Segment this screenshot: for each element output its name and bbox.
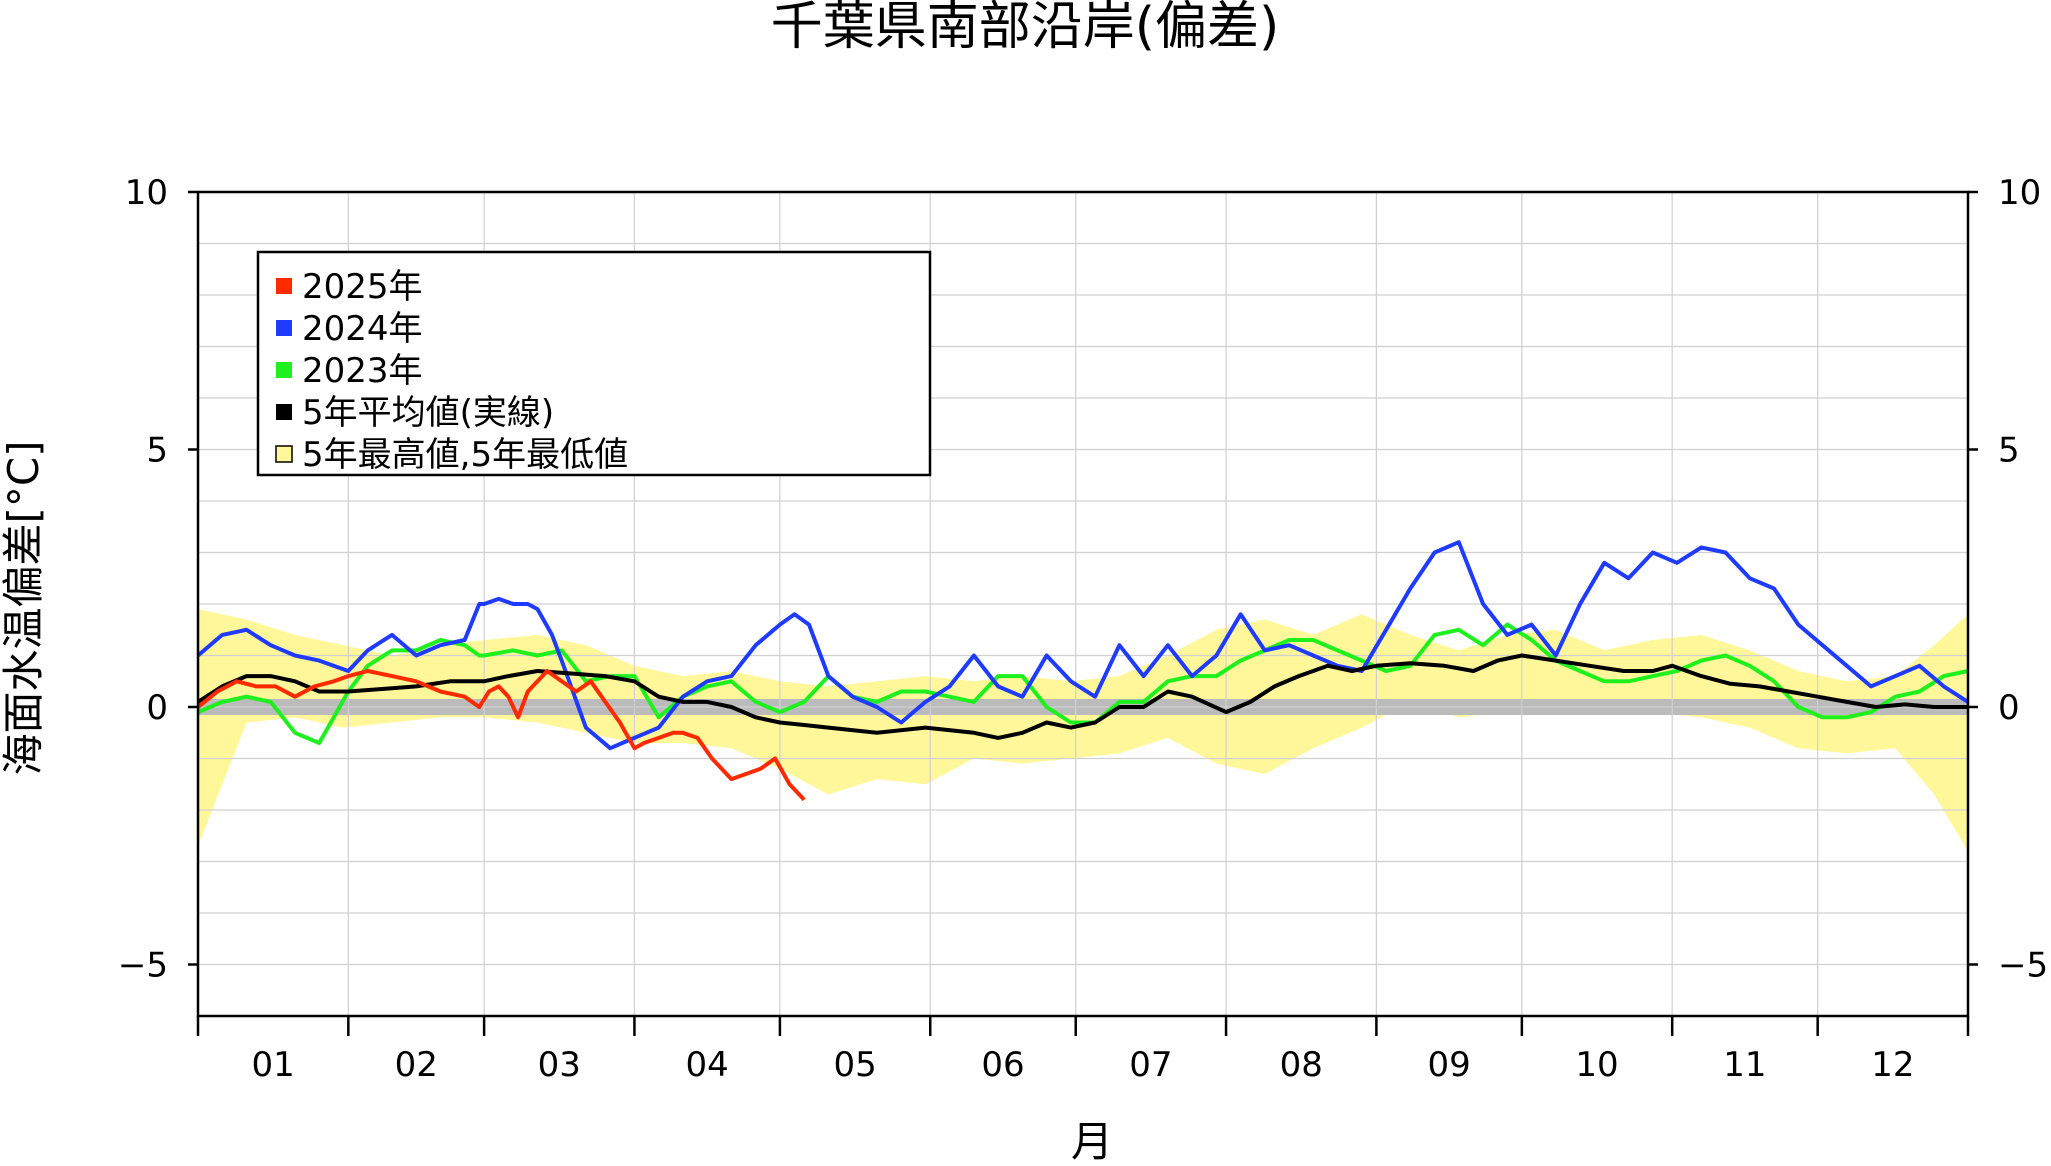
x-tick-label: 03 — [538, 1045, 581, 1085]
y-axis-label: 海面水温偏差[°C] — [0, 440, 48, 775]
series-line — [196, 669, 806, 802]
legend-label: 2024年 — [302, 309, 423, 349]
x-tick-label: 07 — [1129, 1045, 1172, 1085]
x-tick-label: 02 — [395, 1045, 438, 1085]
x-tick-label: 04 — [686, 1045, 729, 1085]
x-tick-label: 09 — [1427, 1045, 1470, 1085]
legend-label: 2023年 — [302, 351, 423, 391]
x-tick-label: 01 — [252, 1045, 295, 1085]
x-axis-label: 月 — [1071, 1117, 1113, 1166]
y-tick-label-right: 5 — [1998, 431, 2020, 471]
series-line — [197, 622, 1969, 745]
x-tick-label: 12 — [1871, 1045, 1914, 1085]
legend-swatch — [276, 320, 292, 336]
y-tick-label-right: 0 — [1998, 688, 2020, 728]
y-tick-label-left: 5 — [146, 431, 168, 471]
y-tick-label-left: 0 — [146, 688, 168, 728]
x-tick-label: 05 — [833, 1045, 876, 1085]
y-tick-label-right: −5 — [1998, 946, 2048, 986]
x-tick-label: 10 — [1575, 1045, 1618, 1085]
band-area — [198, 609, 1968, 852]
legend-label: 5年最高値,5年最低値 — [302, 435, 628, 475]
legend-swatch — [276, 404, 292, 420]
y-tick-label-right: 10 — [1998, 173, 2041, 213]
y-tick-label-left: 10 — [125, 173, 168, 213]
legend-swatch — [275, 445, 293, 463]
chart-title: 千葉県南部沿岸(偏差) — [771, 0, 1280, 57]
legend-label: 5年平均値(実線) — [302, 393, 554, 433]
tick-layer: 10 10 5 5 0 0 −5 −5 01 02 03 04 05 06 07 08 09 10 11 12 — [118, 173, 2048, 1085]
x-tick-label: 11 — [1723, 1045, 1766, 1085]
series-layer — [196, 540, 1970, 802]
legend-box — [256, 250, 932, 477]
y-tick-label-left: −5 — [118, 946, 168, 986]
series-line — [196, 653, 1968, 740]
legend-swatch — [276, 278, 292, 294]
x-tick-label: 08 — [1280, 1045, 1323, 1085]
series-line — [196, 540, 1970, 751]
x-tick-label: 06 — [981, 1045, 1024, 1085]
legend-label: 2025年 — [302, 267, 423, 307]
band-layer — [198, 609, 1968, 852]
legend-swatch — [276, 362, 292, 378]
plot-frame — [196, 190, 1970, 1018]
